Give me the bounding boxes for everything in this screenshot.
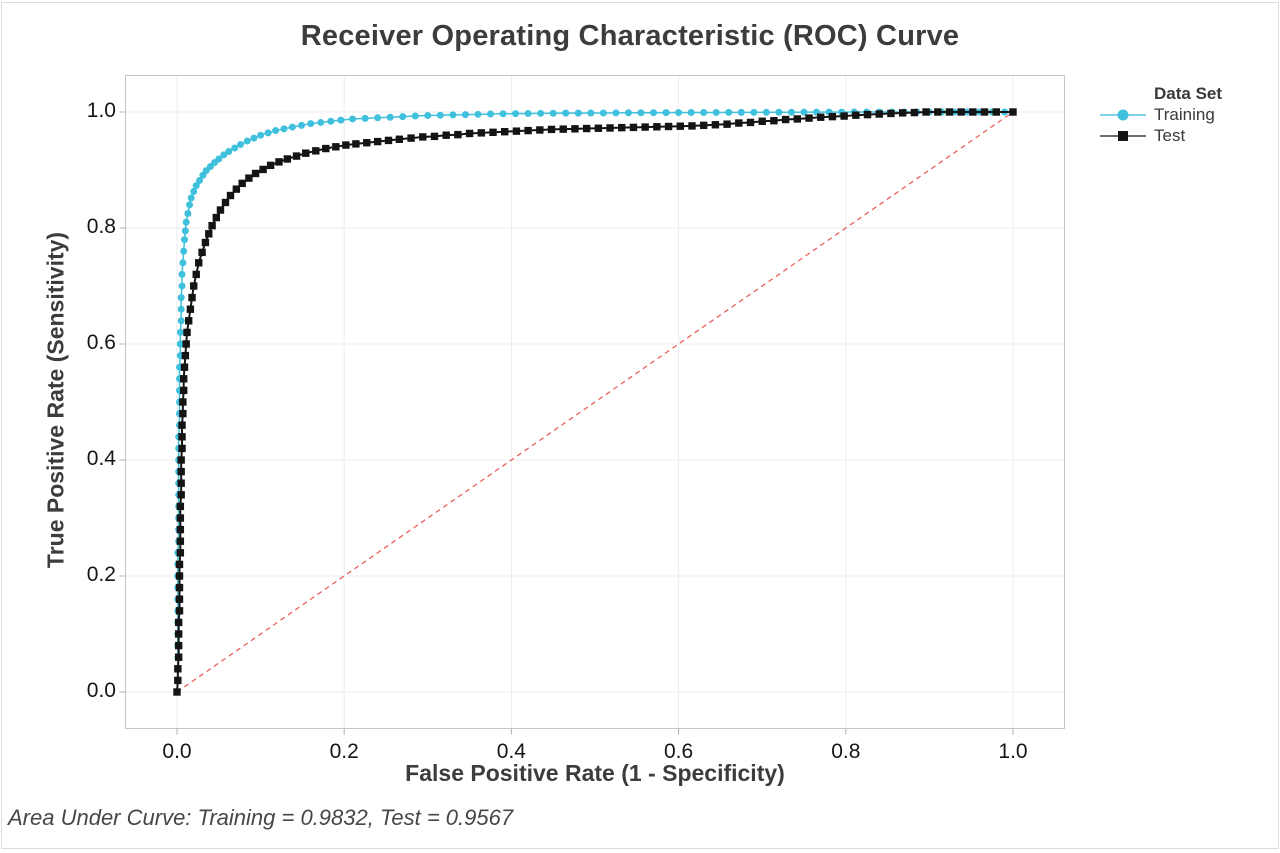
x-tick-label: 0.2 xyxy=(329,740,359,763)
legend: Data Set Training Test xyxy=(1100,84,1222,146)
training-line-circle-icon xyxy=(1100,108,1146,122)
legend-item-training[interactable]: Training xyxy=(1100,105,1222,125)
x-tick-label: 0.6 xyxy=(663,740,694,763)
y-tick-label: 0.2 xyxy=(86,563,116,586)
y-tick-label: 0.4 xyxy=(86,447,116,470)
chart-title: Receiver Operating Characteristic (ROC) … xyxy=(300,20,960,52)
legend-label-test: Test xyxy=(1154,126,1186,145)
legend-label-training: Training xyxy=(1154,105,1215,124)
x-axis-title: False Positive Rate (1 - Specificity) xyxy=(405,760,785,786)
y-axis-title: True Positive Rate (Sensitivity) xyxy=(42,231,69,569)
x-tick-label: 1.0 xyxy=(998,740,1028,763)
y-tick-label: 0.6 xyxy=(86,331,116,354)
x-tick-label: 0.0 xyxy=(162,740,192,763)
test-line-square-icon xyxy=(1100,129,1146,143)
y-tick-label: 1.0 xyxy=(86,99,116,122)
x-tick-label: 0.4 xyxy=(496,740,526,763)
legend-title: Data Set xyxy=(1154,84,1223,103)
auc-annotation: Area Under Curve: Training = 0.9832, Tes… xyxy=(8,805,514,830)
legend-item-test[interactable]: Test xyxy=(1100,126,1222,146)
x-tick-label: 0.8 xyxy=(831,740,861,763)
y-tick-label: 0.0 xyxy=(86,679,116,702)
y-tick-label: 0.8 xyxy=(86,215,116,238)
